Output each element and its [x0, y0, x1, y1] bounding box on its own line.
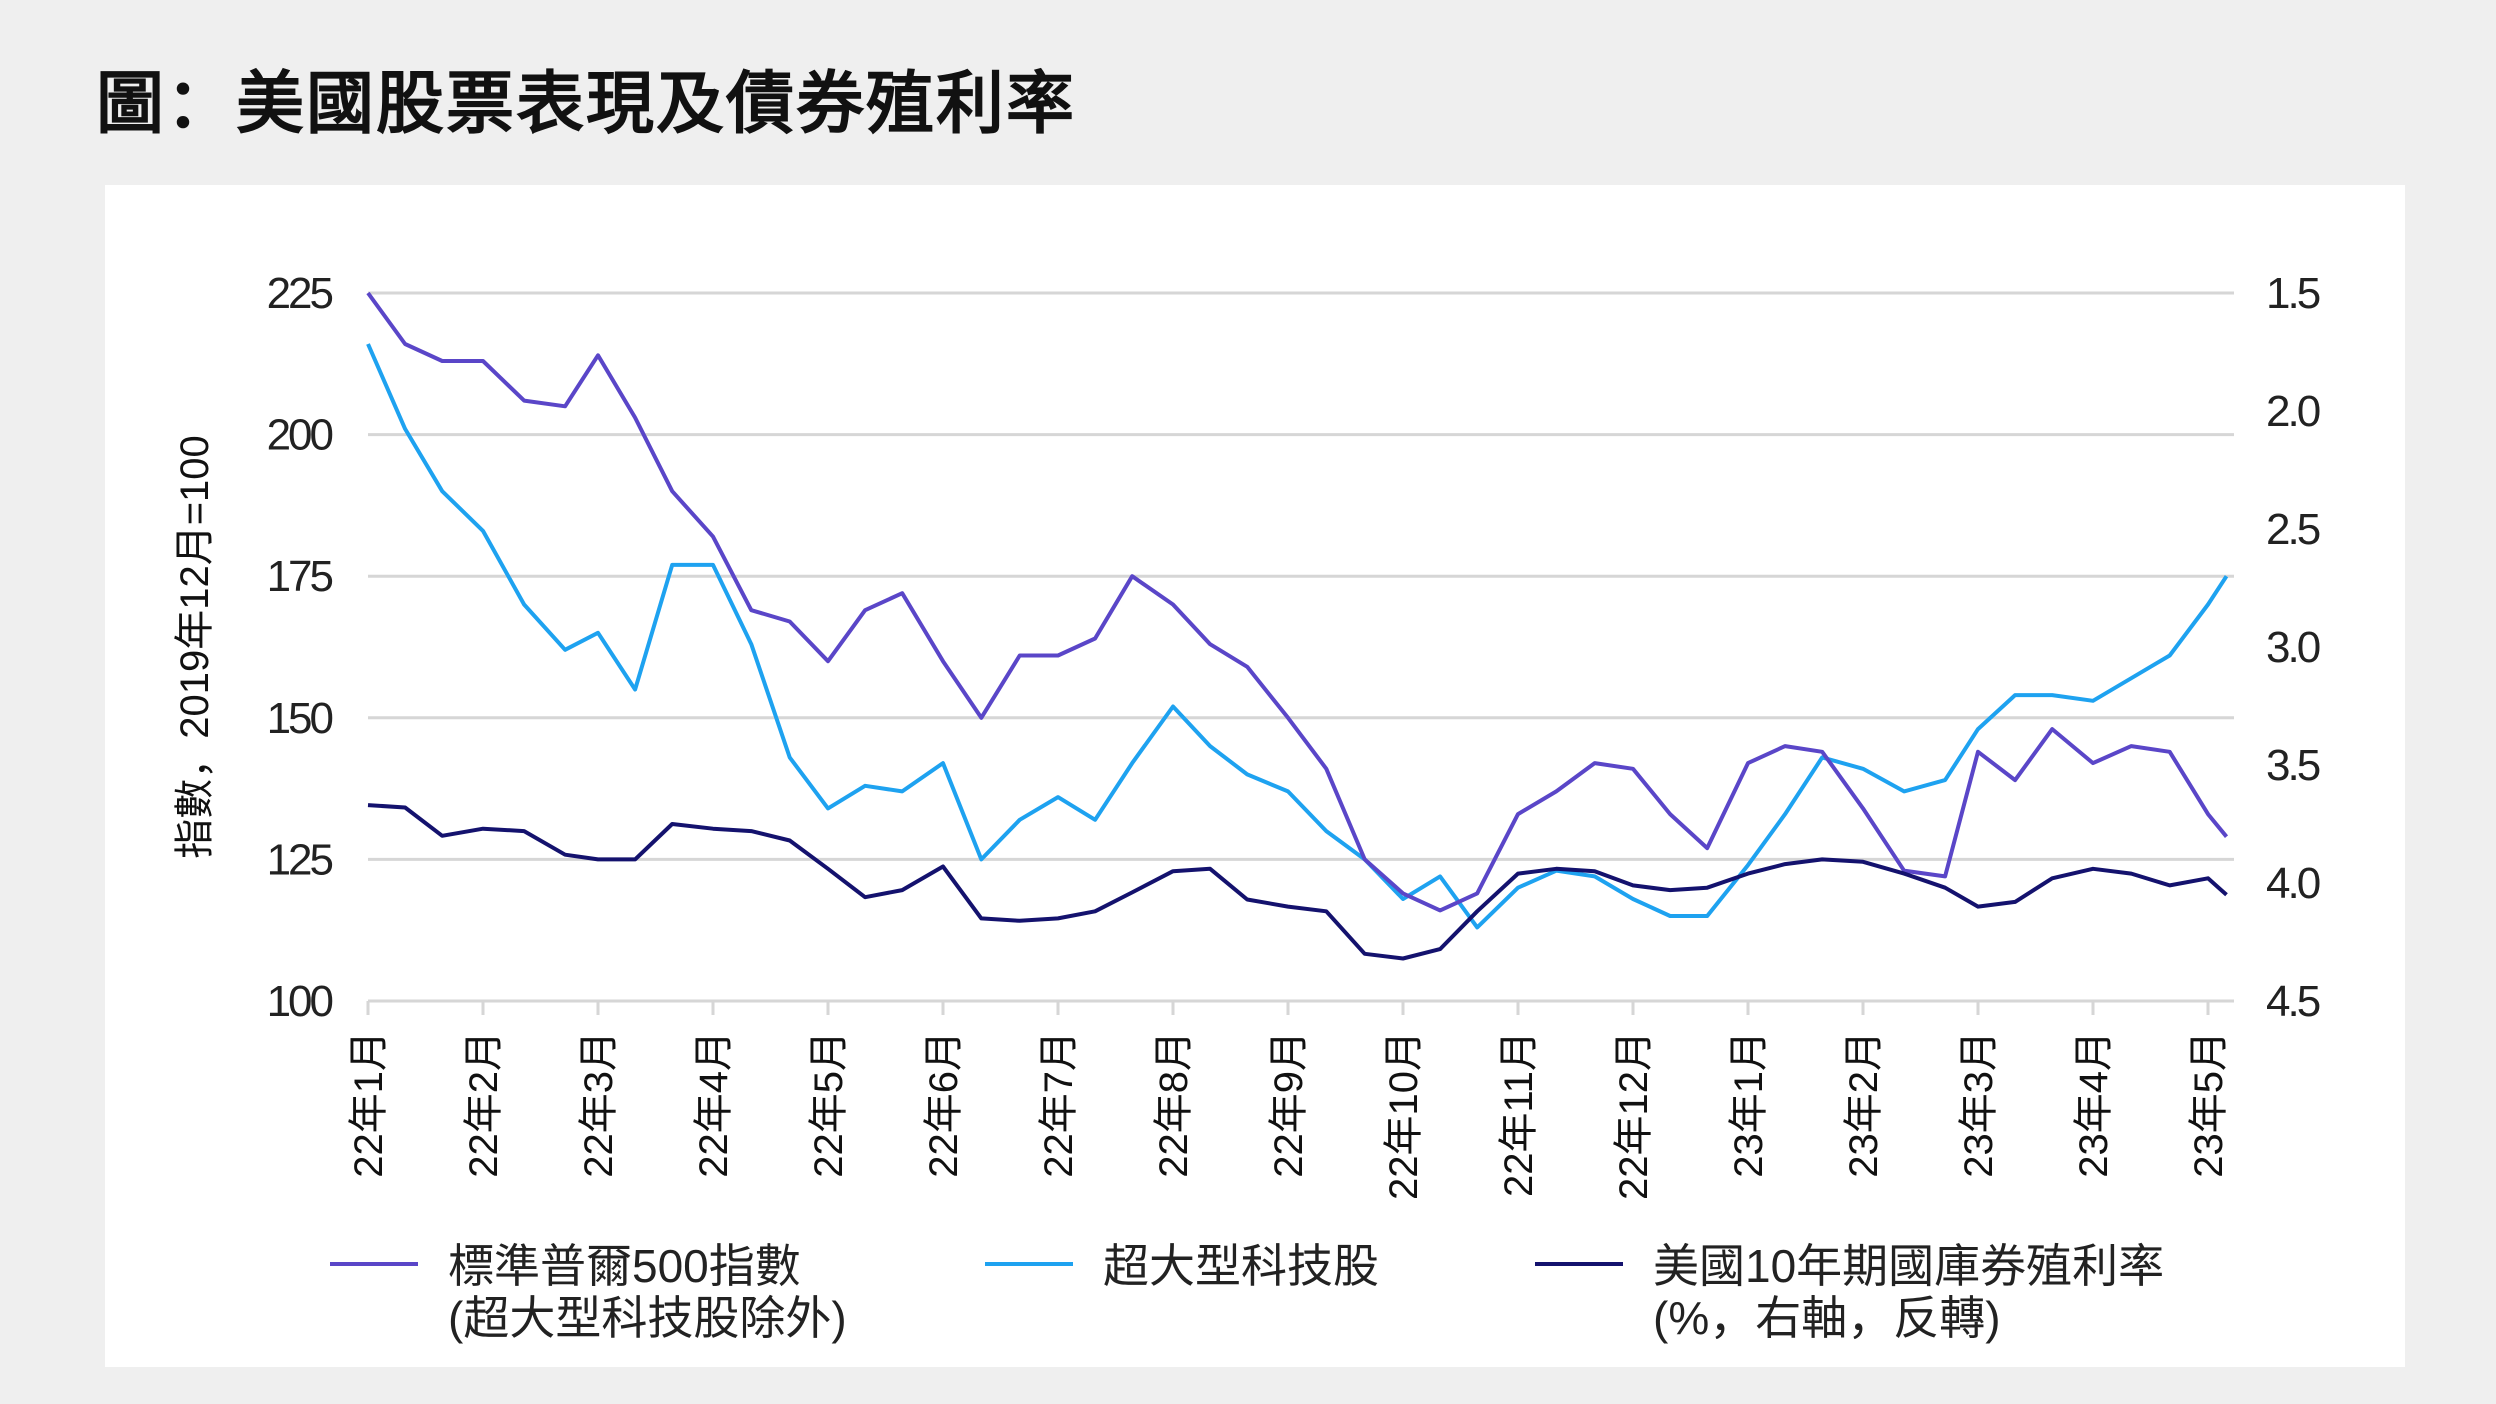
gridlines	[368, 291, 2234, 1003]
left-tick-label: 125	[267, 835, 333, 884]
x-tick-label: 23年5月	[2187, 1031, 2231, 1178]
right-tick-label: 2.0	[2266, 387, 2320, 436]
series-lines	[366, 291, 2229, 961]
legend-item-1: 超大型科技股	[985, 1240, 1379, 1292]
x-tick-label: 23年3月	[1957, 1031, 2001, 1178]
right-tick-label: 1.5	[2266, 269, 2320, 318]
x-tick-label: 22年2月	[462, 1031, 506, 1178]
legend-item-2: 美國10年期國庫券殖利率(%，右軸，反轉)	[1535, 1240, 2164, 1344]
legend-label: 標準普爾500指數	[448, 1240, 801, 1292]
x-tick-label: 22年12月	[1612, 1031, 1656, 1200]
legend-label-line2: (超大型科技股除外)	[448, 1292, 847, 1344]
x-tick-label: 23年2月	[1842, 1031, 1886, 1178]
series-line-0	[366, 291, 2229, 913]
x-tick-label: 22年11月	[1497, 1031, 1541, 1197]
x-tick-label: 22年6月	[922, 1031, 966, 1178]
legend-label: 超大型科技股	[1103, 1240, 1379, 1292]
left-axis-title: 指數，2019年12月=100	[173, 435, 217, 859]
series-line-2	[367, 803, 2228, 961]
x-tick-label: 22年3月	[577, 1031, 621, 1178]
page-title: 圖：美國股票表現及債券殖利率	[96, 66, 1077, 142]
right-axis-ticks: 1.5 2.0 2.5 3.0 3.5 4.0 4.5	[2266, 269, 2323, 1026]
x-tick-label: 23年4月	[2072, 1031, 2116, 1178]
legend-item-0: 標準普爾500指數(超大型科技股除外)	[330, 1240, 847, 1344]
left-axis-ticks: 225 200 175 150 125 100	[267, 269, 336, 1026]
x-tick-label: 22年1月	[347, 1031, 391, 1178]
x-tick-label: 22年4月	[692, 1031, 736, 1178]
legend-label-line2: (%，右軸，反轉)	[1653, 1292, 2001, 1344]
series-line-1	[366, 343, 2229, 930]
left-tick-label: 175	[267, 552, 333, 601]
x-tick-label: 23年1月	[1727, 1031, 1771, 1178]
legend-label: 美國10年期國庫券殖利率	[1653, 1240, 2164, 1292]
x-tick-label: 22年5月	[807, 1031, 851, 1178]
legend: 標準普爾500指數(超大型科技股除外) 超大型科技股 美國10年期國庫券殖利率(%，…	[330, 1240, 2164, 1344]
right-tick-label: 4.0	[2266, 859, 2320, 908]
x-tick-label: 22年9月	[1267, 1031, 1311, 1178]
x-axis-ticks: 22年1月 22年2月 22年3月 22年4月 22年5月 22年6月 22年7月 22年8月…	[347, 1001, 2231, 1200]
x-tick-label: 22年8月	[1152, 1031, 1196, 1178]
left-tick-label: 200	[267, 411, 333, 460]
left-tick-label: 150	[267, 694, 333, 743]
x-tick-label: 22年7月	[1037, 1031, 1081, 1178]
x-tick-label: 22年10月	[1382, 1031, 1426, 1200]
left-tick-label: 225	[267, 269, 333, 318]
left-tick-label: 100	[267, 977, 333, 1026]
right-tick-label: 4.5	[2266, 977, 2320, 1026]
right-tick-label: 2.5	[2266, 505, 2320, 554]
right-tick-label: 3.0	[2266, 623, 2320, 672]
right-tick-label: 3.5	[2266, 741, 2320, 790]
